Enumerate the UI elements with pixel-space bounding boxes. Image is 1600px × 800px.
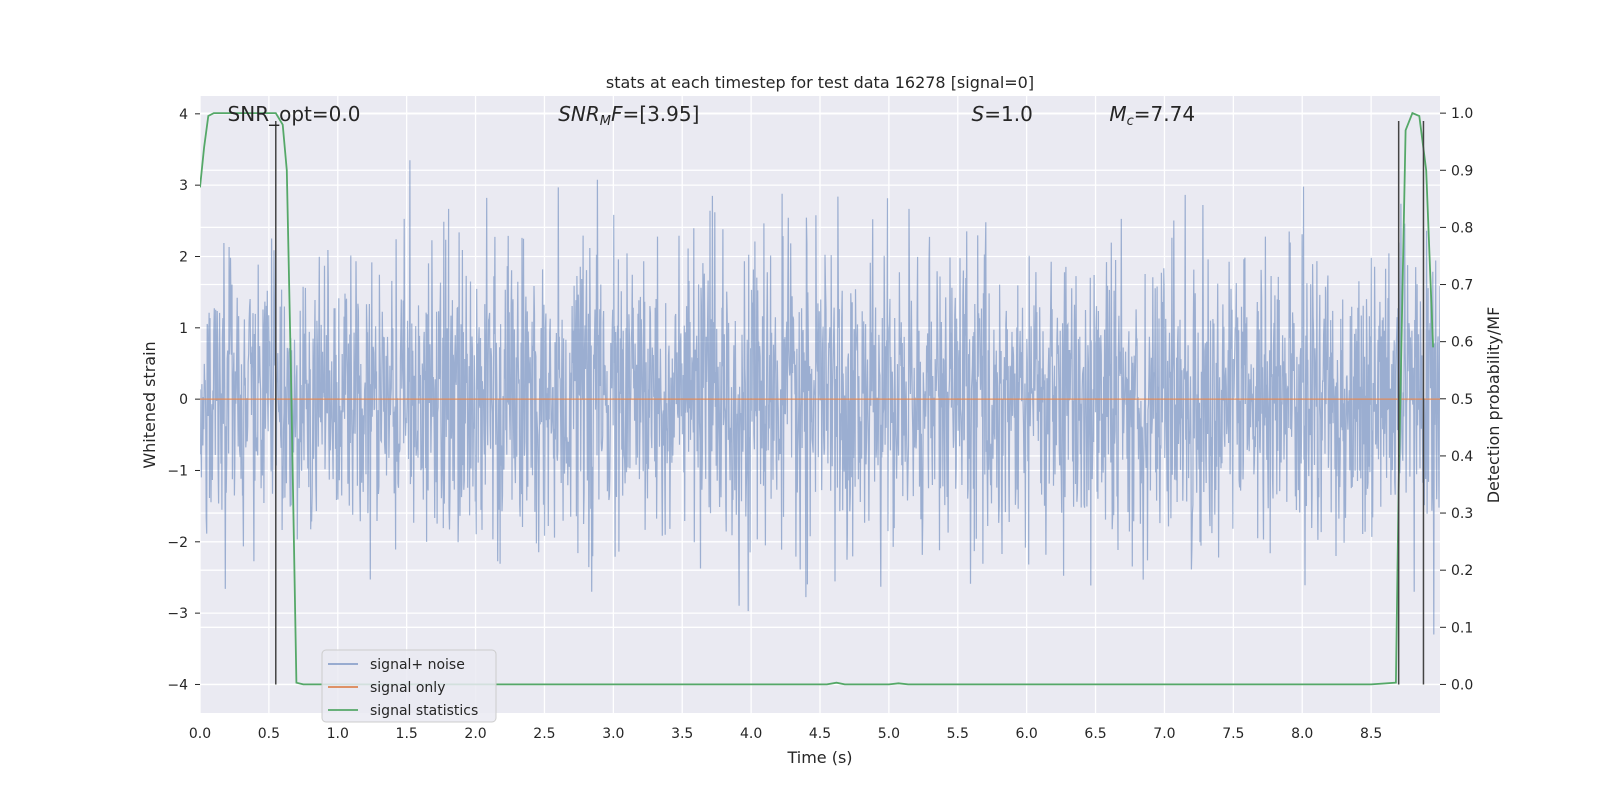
x-tick-label: 8.0 bbox=[1291, 726, 1313, 742]
x-tick-label: 1.0 bbox=[327, 726, 349, 742]
series-signal-statistics bbox=[200, 111, 1434, 686]
chart-title: stats at each timestep for test data 162… bbox=[606, 73, 1034, 92]
x-tick-label: 6.0 bbox=[1016, 726, 1038, 742]
y-right-tick-label: 0.9 bbox=[1451, 163, 1473, 179]
y-right-tick-label: 0.4 bbox=[1451, 449, 1473, 465]
y-right-tick-label: 0.3 bbox=[1451, 506, 1473, 522]
y-left-tick-label: −2 bbox=[167, 535, 188, 551]
y-left-tick-label: 3 bbox=[179, 178, 188, 194]
plot-area bbox=[200, 111, 1440, 686]
y-right-tick-label: 0.6 bbox=[1451, 335, 1473, 351]
y-right-tick-label: 1.0 bbox=[1451, 106, 1473, 122]
x-tick-label: 3.0 bbox=[602, 726, 624, 742]
series-signal-plus-noise bbox=[200, 160, 1440, 635]
y-left-tick-label: 0 bbox=[179, 392, 188, 408]
x-tick-label: 2.5 bbox=[533, 726, 555, 742]
y-left-tick-label: −1 bbox=[167, 463, 188, 479]
legend-label: signal statistics bbox=[370, 703, 478, 719]
y-right-tick-label: 0.7 bbox=[1451, 278, 1473, 294]
x-tick-label: 6.5 bbox=[1084, 726, 1106, 742]
legend: signal+ noise signal only signal statistic… bbox=[321, 649, 497, 723]
x-tick-label: 4.0 bbox=[740, 726, 762, 742]
y-right-tick-label: 0.2 bbox=[1451, 563, 1473, 579]
annotation-mc-value: Mc=7.74 bbox=[1109, 102, 1195, 129]
x-tick-label: 2.0 bbox=[464, 726, 486, 742]
y-right-tick-label: 0.5 bbox=[1451, 392, 1473, 408]
x-tick-label: 8.5 bbox=[1360, 726, 1382, 742]
y-left-tick-label: 1 bbox=[179, 321, 188, 337]
axis-ticks: 0.0 0.5 1.0 1.5 2.0 2.5 3.0 3.5 4.0 4.5 5.0 5.5 6.0 6… bbox=[167, 106, 1473, 742]
y-left-tick-label: 4 bbox=[179, 107, 188, 123]
legend-label: signal+ noise bbox=[370, 657, 465, 673]
x-tick-label: 3.5 bbox=[671, 726, 693, 742]
y-right-tick-label: 0.8 bbox=[1451, 220, 1473, 236]
x-tick-label: 0.5 bbox=[258, 726, 280, 742]
legend-box bbox=[321, 649, 497, 723]
y-left-tick-label: −3 bbox=[167, 606, 188, 622]
y-right-tick-label: 0.0 bbox=[1451, 677, 1473, 693]
y-left-tick-label: −4 bbox=[167, 677, 188, 693]
y-right-tick-label: 0.1 bbox=[1451, 620, 1473, 636]
annotation-s-value: S=1.0 bbox=[972, 102, 1033, 126]
x-tick-label: 5.5 bbox=[947, 726, 969, 742]
x-tick-label: 0.0 bbox=[189, 726, 211, 742]
x-tick-label: 5.0 bbox=[878, 726, 900, 742]
grid bbox=[199, 96, 1440, 713]
annotations: SNR_opt=0.0 SNRMF=[3.95] S=1.0 Mc=7.74 bbox=[228, 102, 1195, 129]
x-tick-label: 7.5 bbox=[1222, 726, 1244, 742]
legend-label: signal only bbox=[370, 680, 445, 696]
x-tick-label: 1.5 bbox=[396, 726, 418, 742]
annotation-snr-mf: SNRMF=[3.95] bbox=[558, 102, 699, 129]
x-tick-label: 7.0 bbox=[1153, 726, 1175, 742]
x-tick-label: 4.5 bbox=[809, 726, 831, 742]
annotation-snr-opt: SNR_opt=0.0 bbox=[228, 102, 361, 126]
x-axis-label: Time (s) bbox=[786, 748, 852, 767]
y-left-tick-label: 2 bbox=[179, 249, 188, 265]
y-axis-label-left: Whitened strain bbox=[140, 341, 159, 468]
y-axis-label-right: Detection probability/MF bbox=[1484, 307, 1503, 504]
